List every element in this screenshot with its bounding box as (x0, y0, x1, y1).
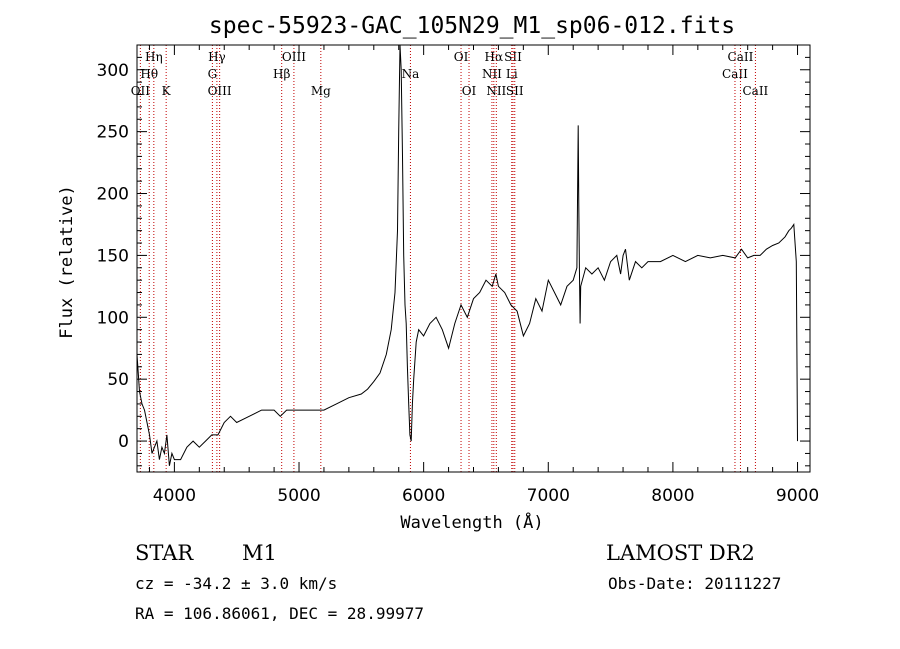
line-marker-label: OII (131, 84, 151, 98)
redshift-readout: cz = -34.2 ± 3.0 km/s (135, 574, 337, 593)
x-tick-label: 6000 (402, 486, 445, 506)
x-tick-label: 9000 (776, 486, 819, 506)
line-marker-label: CaII (742, 84, 768, 98)
observation-date: Obs-Date: 20111227 (608, 574, 781, 593)
line-marker-label: K (162, 84, 172, 98)
line-marker-label: Na (402, 67, 420, 81)
x-tick-label: 7000 (527, 486, 570, 506)
plot-frame (136, 44, 811, 473)
coordinates-readout: RA = 106.86061, DEC = 28.99977 (135, 604, 424, 623)
x-axis-ticks: 4000 5000 6000 7000 8000 9000 (148, 45, 819, 506)
y-tick-label: 300 (97, 61, 129, 81)
spectrum-line (136, 44, 798, 466)
x-tick-label: 5000 (277, 486, 320, 506)
line-marker-label: SII (506, 84, 524, 98)
chart-title: spec-55923-GAC_105N29_M1_sp06-012.fits (209, 13, 735, 39)
y-axis-label: Flux (relative) (57, 185, 77, 339)
line-marker-label: G (208, 67, 218, 81)
line-marker-label: Hα (485, 50, 504, 64)
line-marker-label: OIII (208, 84, 232, 98)
emission-line-markers: OIIHθHηKGHγOIIIHβOIIIMgNaOIOINIIHαNIILiS… (131, 45, 769, 472)
object-subclass: M1 (242, 541, 277, 565)
survey-name: LAMOST DR2 (606, 541, 755, 565)
x-tick-label: 8000 (651, 486, 694, 506)
y-tick-label: 100 (97, 308, 129, 328)
line-marker-label: Hθ (140, 67, 158, 81)
line-marker-label: OI (454, 50, 469, 64)
line-marker-label: CaII (728, 50, 754, 64)
y-tick-label: 200 (97, 185, 129, 205)
y-tick-label: 50 (107, 370, 129, 390)
line-marker-label: Hγ (208, 50, 226, 64)
y-tick-label: 150 (97, 246, 129, 266)
x-axis-label: Wavelength (Å) (400, 511, 543, 533)
line-marker-label: OI (462, 84, 477, 98)
line-marker-label: CaII (722, 67, 748, 81)
line-marker-label: Hβ (273, 67, 290, 81)
line-marker-label: Li (506, 67, 518, 81)
y-tick-label: 0 (118, 432, 129, 452)
line-marker-label: NII (486, 84, 506, 98)
y-axis-ticks: 0 50 100 150 200 250 300 (97, 44, 810, 467)
line-marker-label: OIII (282, 50, 306, 64)
object-class: STAR (135, 541, 194, 565)
y-tick-label: 250 (97, 123, 129, 143)
line-marker-label: NII (482, 67, 502, 81)
line-marker-label: Mg (311, 84, 331, 98)
line-marker-label: SII (504, 50, 522, 64)
line-marker-label: Hη (145, 50, 163, 64)
x-tick-label: 4000 (153, 486, 196, 506)
